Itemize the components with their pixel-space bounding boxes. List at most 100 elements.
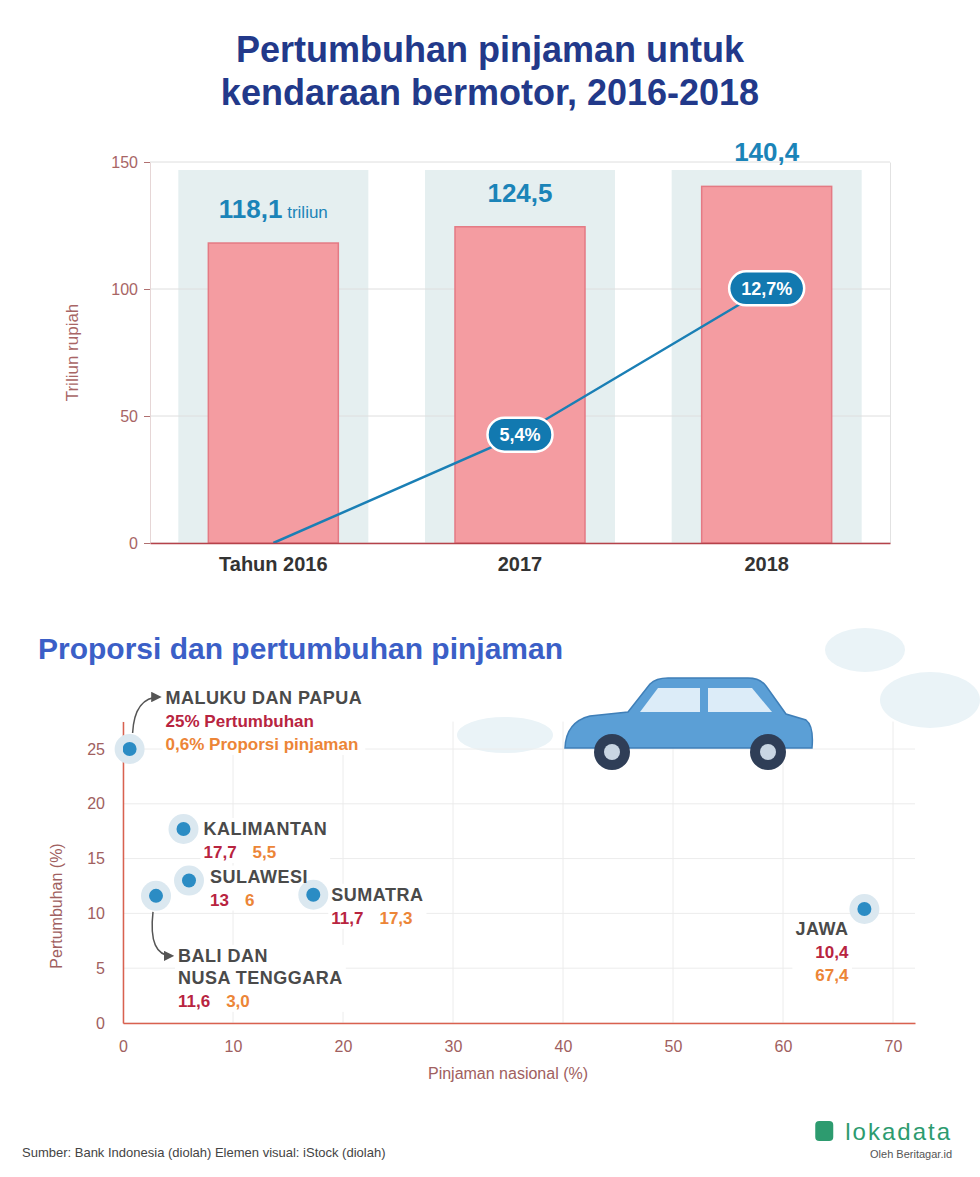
proportion-label: 67,4 bbox=[815, 966, 849, 985]
page: Pertumbuhan pinjaman untukkendaraan berm… bbox=[0, 0, 980, 1177]
grid-line bbox=[123, 722, 124, 1023]
point-halo bbox=[115, 734, 145, 764]
x-axis: 0 10 20 30 40 50 60 70 bbox=[119, 1024, 915, 1056]
point-label: KALIMANTAN 17,7 5,5 bbox=[204, 819, 328, 862]
growth-label: 17,7 bbox=[204, 843, 237, 862]
label-patch bbox=[163, 687, 366, 755]
point-label: JAWA10,467,4 bbox=[795, 919, 849, 985]
y-tick: 150 bbox=[111, 154, 150, 171]
chart-title: Pertumbuhan pinjaman untukkendaraan berm… bbox=[221, 29, 759, 113]
x-tick: 2017 bbox=[498, 553, 543, 575]
y-tick: 25 bbox=[87, 741, 105, 758]
source-note: Sumber: Bank Indonesia (diolah) Elemen v… bbox=[22, 1145, 385, 1160]
point bbox=[149, 889, 163, 903]
y-tick: 0 bbox=[96, 1015, 105, 1032]
label-arrow bbox=[152, 912, 172, 956]
growth-label: 13 bbox=[210, 891, 229, 910]
point-halo bbox=[174, 866, 204, 896]
x-axis-line bbox=[124, 1023, 916, 1025]
proportion-label: 0,6% Proporsi pinjaman bbox=[166, 735, 359, 754]
canvas: Pertumbuhan pinjaman untukkendaraan berm… bbox=[0, 0, 980, 1177]
bar-backdrop bbox=[178, 170, 368, 543]
y-tick: 0 bbox=[129, 535, 150, 552]
line-label-badge bbox=[729, 271, 804, 305]
growth-label: 25% Pertumbuhan bbox=[166, 712, 314, 731]
car-wheel bbox=[750, 734, 786, 770]
x-tick: Tahun 2016 bbox=[219, 553, 328, 575]
label-patch bbox=[328, 884, 426, 929]
y2-axis-line bbox=[890, 163, 891, 544]
y-tick-mark bbox=[144, 162, 150, 163]
y-tick-label: 100 bbox=[111, 281, 138, 298]
x-tick: 20 bbox=[335, 1038, 353, 1055]
brand-icon bbox=[815, 1121, 833, 1141]
point bbox=[182, 874, 196, 888]
label-patch bbox=[175, 945, 346, 1012]
grid-line bbox=[123, 913, 915, 914]
point-halo bbox=[141, 881, 171, 911]
bar bbox=[208, 243, 338, 543]
bar bbox=[455, 227, 585, 543]
car-window bbox=[708, 688, 772, 712]
brand-byline: Oleh Beritagar.id bbox=[870, 1148, 952, 1160]
x-tick-label: 0 bbox=[119, 1038, 128, 1055]
y-tick-mark bbox=[144, 543, 150, 544]
y-tick-mark bbox=[144, 416, 150, 417]
x-tick: 40 bbox=[555, 1038, 573, 1055]
grid-line bbox=[453, 722, 454, 1023]
point-halo bbox=[849, 894, 879, 924]
x-tick: 70 bbox=[885, 1038, 903, 1055]
point bbox=[123, 742, 137, 756]
bar-value-label: 124,5 bbox=[487, 178, 552, 208]
grid-line bbox=[673, 722, 674, 1023]
cloud-decoration bbox=[880, 672, 980, 728]
y-tick: 15 bbox=[87, 850, 105, 867]
grid-line bbox=[563, 722, 564, 1023]
grid-line bbox=[893, 722, 894, 1023]
y-axis-title: Pertumbuhan (%) bbox=[48, 843, 65, 968]
y-tick: 100 bbox=[111, 281, 150, 298]
car-window bbox=[640, 688, 700, 712]
y-tick-label: 25 bbox=[87, 741, 105, 758]
y-tick: 5 bbox=[96, 960, 105, 977]
y-tick-label: 5 bbox=[96, 960, 105, 977]
y-axis-title: Triliun rupiah bbox=[63, 304, 82, 402]
point-name: KALIMANTAN bbox=[204, 819, 328, 839]
y-tick-label: 0 bbox=[96, 1015, 105, 1032]
x-tick: 0 bbox=[119, 1038, 128, 1055]
bar-value-label: 140,4 bbox=[734, 137, 800, 167]
proportion-label: 5,5 bbox=[253, 843, 277, 862]
point-name: SULAWESI bbox=[210, 867, 308, 887]
x-tick-label: 2018 bbox=[744, 553, 789, 575]
x-tick-label: 70 bbox=[885, 1038, 903, 1055]
x-tick: 30 bbox=[445, 1038, 463, 1055]
y-tick-label: 50 bbox=[120, 408, 138, 425]
y-tick-label: 15 bbox=[87, 850, 105, 867]
car-wheel bbox=[594, 734, 630, 770]
bar-value-label: 118,1 triliun bbox=[219, 194, 328, 224]
y-tick-label: 20 bbox=[87, 795, 105, 812]
label-arrow bbox=[133, 697, 160, 733]
x-tick-label: 60 bbox=[775, 1038, 793, 1055]
growth-label: 10,4 bbox=[815, 943, 849, 962]
x-tick-label: 50 bbox=[665, 1038, 683, 1055]
growth-label: 11,6 bbox=[178, 992, 210, 1011]
point bbox=[857, 902, 871, 916]
label-patch bbox=[207, 866, 311, 911]
x-tick: 10 bbox=[225, 1038, 243, 1055]
grid-line bbox=[783, 722, 784, 1023]
point-halo bbox=[169, 814, 199, 844]
grid-line bbox=[123, 1023, 915, 1024]
y-tick-label: 150 bbox=[111, 154, 138, 171]
growth-label: 11,7 bbox=[331, 909, 363, 928]
point-label: SULAWESI136 bbox=[210, 867, 308, 910]
point bbox=[306, 888, 320, 902]
car-decoration bbox=[565, 678, 812, 770]
brand: lokadata bbox=[845, 1118, 952, 1145]
x-tick-label: 10 bbox=[225, 1038, 243, 1055]
y-axis: 0 50 100 150 bbox=[111, 154, 150, 552]
car-hub bbox=[760, 744, 776, 760]
x-tick-label: 20 bbox=[335, 1038, 353, 1055]
point-label: BALI DANNUSA TENGGARA11,63,0 bbox=[178, 946, 343, 1011]
growth-line bbox=[273, 288, 766, 543]
